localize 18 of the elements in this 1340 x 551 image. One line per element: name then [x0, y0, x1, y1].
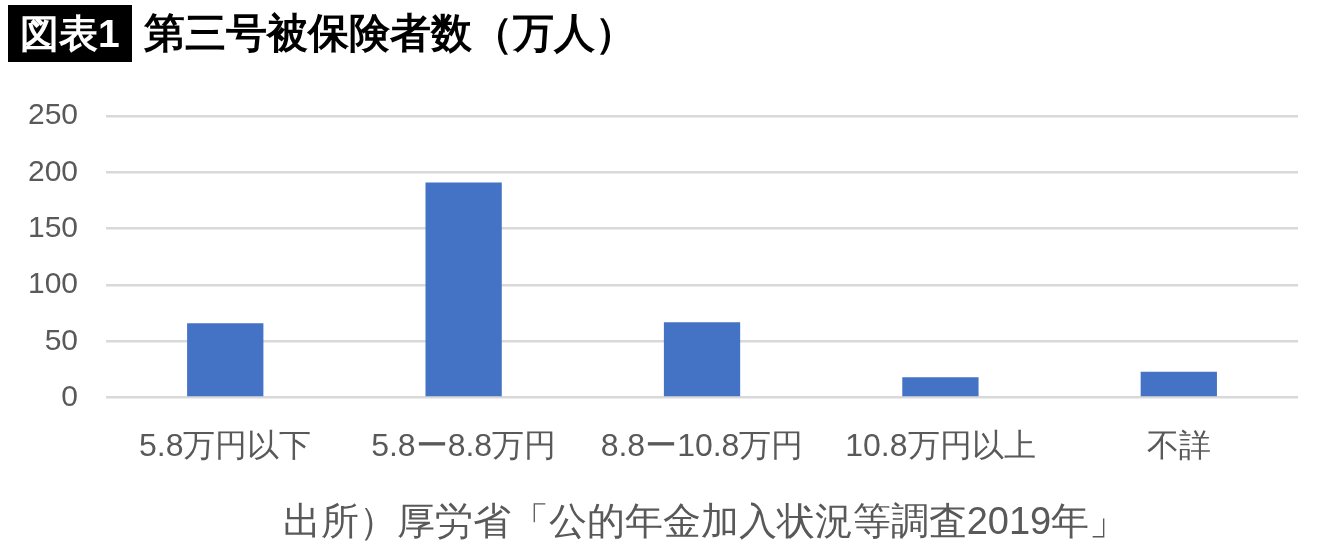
y-tick-label: 50 — [44, 322, 79, 356]
y-tick-label: 250 — [27, 97, 79, 131]
y-tick-label: 0 — [61, 378, 79, 412]
bar — [902, 377, 979, 397]
bar — [425, 182, 502, 397]
x-tick-label: 8.8ー10.8万円 — [600, 426, 804, 463]
y-tick-label: 150 — [27, 209, 79, 243]
x-tick-label: 10.8万円以上 — [845, 426, 1036, 463]
x-tick-label: 5.8ー8.8万円 — [371, 426, 557, 463]
x-tick-label: 不詳 — [1146, 426, 1211, 463]
chart-title: 図表1 第三号被保険者数（万人） — [19, 9, 636, 58]
bar — [1140, 371, 1217, 397]
x-tick-label: 5.8万円以下 — [139, 426, 312, 463]
bar — [187, 323, 264, 397]
y-tick-label: 100 — [27, 266, 79, 300]
y-tick-label: 200 — [27, 153, 79, 187]
text: 出所）厚労省「公的年金加入状況等調査2019年」 — [281, 499, 1129, 544]
bar — [663, 322, 741, 397]
